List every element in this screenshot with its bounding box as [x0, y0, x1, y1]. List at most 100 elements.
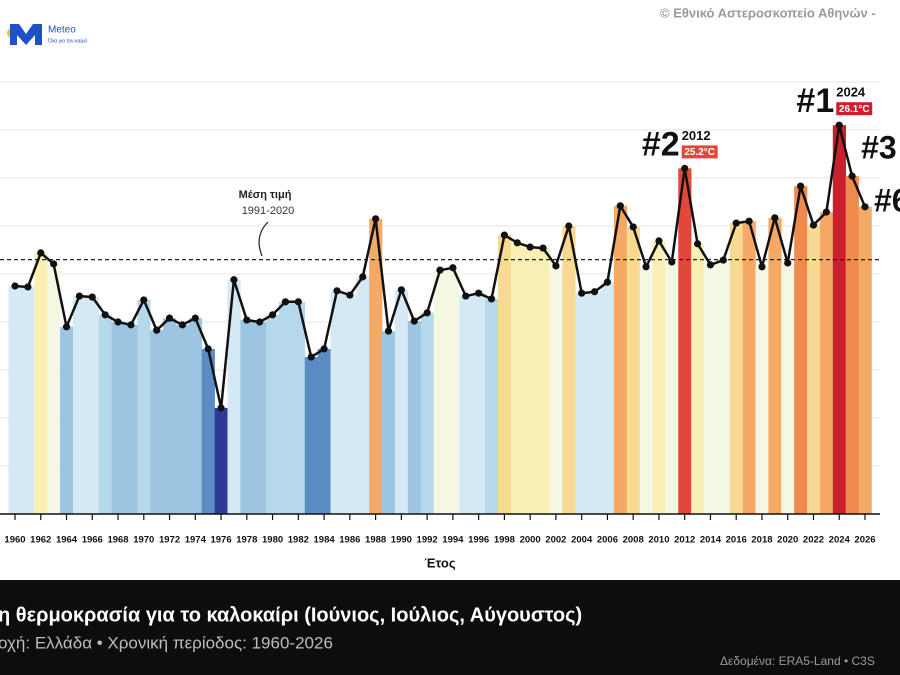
x-tick-label: 1968	[107, 535, 128, 546]
bar	[807, 225, 821, 515]
rank-label: #3	[861, 130, 897, 166]
point	[500, 231, 508, 239]
point	[642, 263, 650, 271]
x-tick-label: 1966	[82, 535, 103, 546]
bar	[588, 291, 602, 514]
point	[706, 261, 715, 269]
watermark: © Εθνικό Αστεροσκοπείο Αθηνών -	[660, 5, 876, 20]
bar	[575, 293, 589, 514]
point	[719, 256, 727, 264]
bar	[291, 301, 306, 514]
plot: #2201225.2°C#1202426.1°C#3#6196019621964…	[0, 81, 900, 546]
x-tick-label: 2012	[674, 535, 695, 546]
value-label-box	[681, 145, 718, 159]
point	[153, 326, 161, 334]
mean-period: 1991-2020	[242, 205, 295, 217]
bar	[394, 289, 409, 514]
bar	[459, 296, 473, 514]
bar	[214, 407, 228, 514]
point	[243, 316, 251, 324]
point	[268, 311, 277, 319]
footer	[0, 580, 900, 675]
bar	[72, 296, 87, 514]
point	[655, 237, 663, 245]
bar	[227, 279, 241, 514]
source: Δεδομένα: ERA5-Land • C3S	[720, 654, 875, 668]
point	[513, 239, 521, 247]
point	[565, 222, 573, 230]
rank-label: #1	[796, 82, 834, 120]
bar	[639, 266, 653, 514]
point	[101, 311, 109, 319]
bar	[704, 264, 718, 514]
point	[346, 291, 354, 299]
chart-subtitle: οχή: Ελλάδα • Χρονική περίοδος: 1960-202…	[0, 633, 333, 652]
value-label: 26.1°C	[839, 104, 870, 115]
point	[745, 217, 753, 225]
point	[384, 327, 393, 335]
x-tick-label: 1984	[314, 535, 336, 546]
x-tick-label: 1982	[288, 535, 309, 546]
bar	[768, 217, 782, 514]
x-tick-label: 1980	[262, 535, 283, 546]
x-tick-label: 2022	[803, 535, 824, 546]
x-tick-label: 1988	[365, 535, 386, 546]
bar	[175, 324, 190, 514]
bar	[137, 299, 151, 514]
x-tick-label: 2008	[623, 535, 644, 546]
x-tick-label: 1994	[442, 535, 464, 546]
point	[397, 286, 405, 294]
bar	[536, 248, 550, 514]
point	[616, 202, 624, 210]
point	[526, 243, 534, 251]
bar	[253, 322, 267, 514]
x-tick-label: 1996	[468, 535, 489, 546]
point	[37, 249, 45, 257]
bar	[523, 247, 537, 514]
bar	[665, 262, 679, 514]
bar	[433, 270, 447, 514]
bar	[163, 318, 177, 514]
bar	[652, 240, 666, 514]
bar	[343, 295, 357, 514]
bar	[845, 176, 859, 514]
bar	[562, 226, 576, 514]
bar	[8, 286, 22, 514]
point	[758, 263, 766, 271]
value-label-box	[836, 102, 873, 116]
bar	[407, 321, 421, 514]
point	[449, 264, 457, 272]
bar	[60, 326, 74, 514]
x-tick-label: 1970	[133, 535, 154, 546]
bar	[781, 262, 795, 514]
value-label: 25.2°C	[684, 147, 715, 158]
point	[487, 295, 496, 303]
point	[784, 259, 792, 267]
bar	[330, 290, 344, 514]
x-tick-label: 2014	[700, 535, 722, 546]
x-tick-label: 1964	[56, 535, 78, 546]
bar	[858, 206, 872, 515]
bar	[716, 260, 731, 514]
bar	[369, 218, 383, 515]
x-tick-label: 1978	[236, 535, 257, 546]
bar	[729, 223, 743, 514]
x-tick-label: 1972	[159, 535, 180, 546]
bar	[201, 348, 215, 514]
logo-tagline: Όλα για τον καιρό	[47, 37, 87, 44]
bar	[755, 266, 769, 514]
x-tick-label: 2026	[854, 535, 875, 546]
rank-year: 2024	[836, 85, 866, 100]
point	[88, 293, 96, 301]
x-tick-label: 2000	[520, 535, 541, 546]
point	[114, 318, 122, 326]
x-tick-label: 2020	[777, 535, 798, 546]
bar	[266, 314, 280, 514]
chart-title: η θερμοκρασία για το καλοκαίρι (Ιούνιος,…	[0, 604, 582, 626]
x-tick-label: 1986	[339, 535, 360, 546]
bar	[600, 282, 615, 514]
point	[668, 258, 676, 266]
x-axis-label: Έτος	[424, 555, 455, 570]
